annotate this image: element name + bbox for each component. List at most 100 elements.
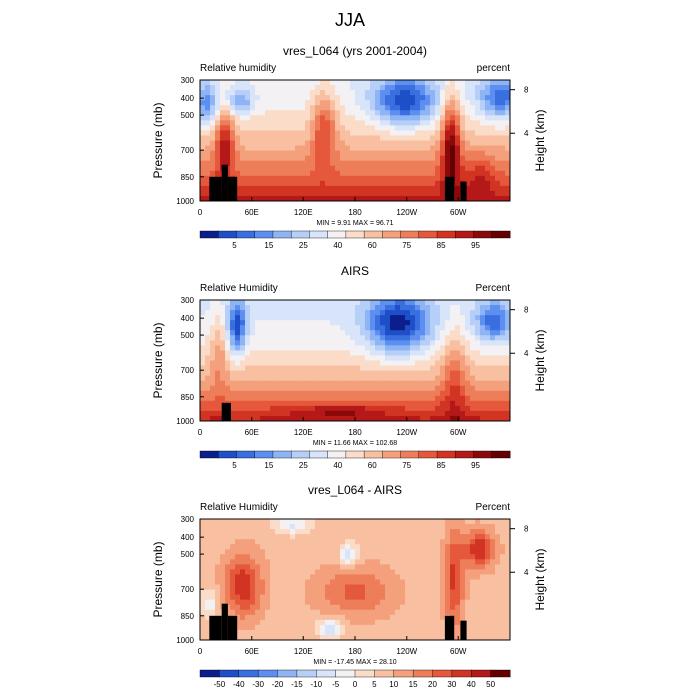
contour-cell bbox=[205, 315, 211, 321]
contour-cell bbox=[230, 330, 236, 336]
contour-cell bbox=[265, 619, 271, 626]
contour-cell bbox=[400, 579, 406, 585]
contour-cell bbox=[490, 380, 496, 387]
colorbar-swatch bbox=[218, 230, 237, 239]
contour-cell bbox=[330, 624, 336, 631]
contour-cell bbox=[430, 539, 436, 545]
contour-cell bbox=[260, 350, 266, 356]
contour-cell bbox=[340, 375, 346, 382]
contour-cell bbox=[390, 145, 396, 151]
contour-cell bbox=[275, 579, 281, 585]
contour-cell bbox=[320, 105, 326, 111]
contour-cell bbox=[465, 599, 471, 606]
contour-cell bbox=[455, 584, 461, 590]
contour-cell bbox=[405, 120, 411, 126]
contour-cell bbox=[205, 360, 211, 366]
contour-cell bbox=[200, 330, 206, 336]
contour-cell bbox=[410, 415, 416, 422]
contour-cell bbox=[295, 589, 301, 596]
contour-cell bbox=[265, 629, 271, 636]
contour-cell bbox=[460, 614, 466, 621]
contour-cell bbox=[285, 355, 291, 361]
contour-cell bbox=[340, 300, 346, 306]
contour-cell bbox=[440, 100, 446, 106]
contour-cell bbox=[435, 579, 441, 585]
contour-cell bbox=[420, 330, 426, 336]
contour-cell bbox=[240, 180, 246, 187]
contour-cell bbox=[400, 110, 406, 116]
contour-cell bbox=[445, 160, 451, 167]
contour-cell bbox=[395, 519, 401, 525]
contour-cell bbox=[310, 325, 316, 331]
contour-cell bbox=[405, 100, 411, 106]
contour-cell bbox=[490, 415, 496, 422]
contour-cell bbox=[445, 534, 451, 540]
contour-cell bbox=[395, 549, 401, 555]
y-tick-label: 850 bbox=[181, 393, 195, 402]
contour-cell bbox=[445, 335, 451, 341]
contour-cell bbox=[215, 400, 221, 407]
contour-cell bbox=[400, 340, 406, 346]
contour-cell bbox=[505, 539, 511, 545]
contour-cell bbox=[325, 529, 331, 535]
contour-cell bbox=[340, 624, 346, 631]
contour-cell bbox=[380, 539, 386, 545]
contour-cell bbox=[485, 415, 491, 422]
contour-cell bbox=[360, 95, 366, 101]
contour-cell bbox=[505, 120, 511, 126]
contour-cell bbox=[275, 410, 281, 417]
contour-cell bbox=[245, 325, 251, 331]
contour-cell bbox=[220, 579, 226, 585]
contour-cell bbox=[315, 330, 321, 336]
contour-cell bbox=[250, 160, 256, 167]
contour-cell bbox=[225, 519, 231, 525]
contour-cell bbox=[330, 305, 336, 311]
contour-cell bbox=[280, 405, 286, 412]
contour-cell bbox=[430, 534, 436, 540]
contour-cell bbox=[415, 599, 421, 606]
contour-cell bbox=[305, 90, 311, 96]
contour-cell bbox=[290, 405, 296, 412]
contour-cell bbox=[300, 105, 306, 111]
contour-cell bbox=[360, 185, 366, 192]
contour-cell bbox=[410, 634, 416, 641]
contour-cell bbox=[490, 185, 496, 192]
contour-cell bbox=[365, 110, 371, 116]
contour-cell bbox=[445, 340, 451, 346]
contour-cell bbox=[290, 90, 296, 96]
contour-cell bbox=[200, 594, 206, 601]
contour-cell bbox=[385, 190, 391, 197]
contour-cell bbox=[485, 195, 491, 202]
contour-cell bbox=[455, 90, 461, 96]
y-axis-label: Pressure (mb) bbox=[151, 541, 165, 617]
contour-cell bbox=[245, 335, 251, 341]
contour-cell bbox=[430, 155, 436, 162]
contour-cell bbox=[480, 345, 486, 351]
contour-cell bbox=[435, 554, 441, 560]
contour-cell bbox=[315, 340, 321, 346]
contour-cell bbox=[410, 619, 416, 626]
contour-cell bbox=[470, 524, 476, 530]
contour-cell bbox=[435, 519, 441, 525]
contour-cell bbox=[430, 195, 436, 202]
contour-cell bbox=[295, 365, 301, 371]
contour-cell bbox=[315, 634, 321, 641]
contour-cell bbox=[315, 345, 321, 351]
contour-cell bbox=[305, 120, 311, 126]
contour-cell bbox=[480, 90, 486, 96]
contour-cell bbox=[250, 170, 256, 177]
contour-cell bbox=[470, 360, 476, 366]
x-tick-label: 120W bbox=[396, 647, 417, 656]
contour-cell bbox=[310, 375, 316, 382]
contour-cell bbox=[440, 375, 446, 382]
contour-cell bbox=[290, 519, 296, 525]
contour-cell bbox=[475, 150, 481, 157]
contour-cell bbox=[495, 614, 501, 621]
contour-cell bbox=[415, 120, 421, 126]
contour-cell bbox=[400, 574, 406, 580]
contour-cell bbox=[295, 370, 301, 377]
contour-cell bbox=[500, 534, 506, 540]
contour-cell bbox=[415, 90, 421, 96]
contour-cell bbox=[445, 564, 451, 570]
contour-cell bbox=[470, 305, 476, 311]
